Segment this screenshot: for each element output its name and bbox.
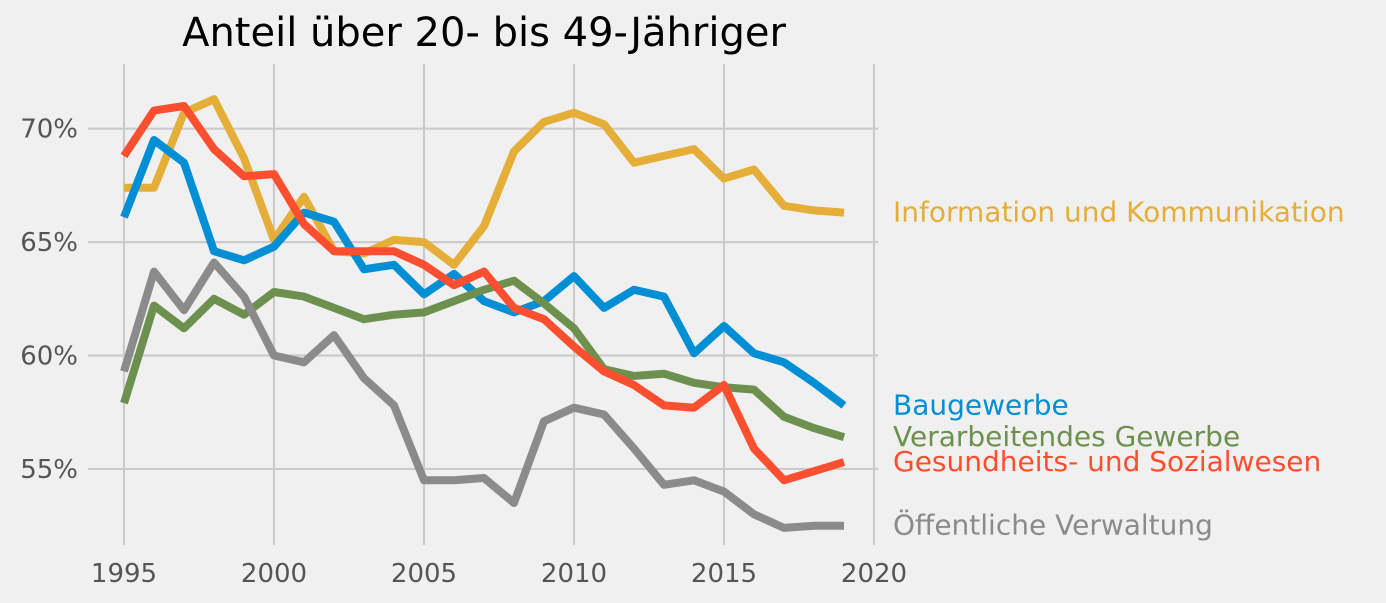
series-label-4: Öffentliche Verwaltung: [893, 508, 1213, 542]
grid: [88, 64, 878, 545]
series-line-1: [120, 136, 847, 409]
series-line-3: [120, 102, 846, 485]
y-tick-label: 55%: [20, 455, 78, 485]
x-tick-label: 2020: [841, 559, 907, 589]
x-tick-label: 2000: [241, 559, 307, 589]
series-line-0: [124, 95, 845, 269]
series-label-1: Baugewerbe: [893, 388, 1069, 421]
y-tick-label: 65%: [20, 228, 78, 258]
y-axis: 55% 60% 65% 70%: [20, 115, 78, 485]
x-tick-label: 2015: [691, 559, 757, 589]
chart-title: Anteil über 20- bis 49-Jähriger: [182, 10, 786, 56]
y-tick-label: 60%: [20, 342, 78, 372]
series-label-3: Gesundheits- und Sozialwesen: [893, 445, 1321, 478]
series-labels: Information und Kommunikation BaugewerbeV…: [893, 196, 1345, 542]
x-axis: 1995 2000 2005 2010 2015 2020: [91, 559, 907, 589]
series-label-0: Information und Kommunikation: [893, 196, 1345, 229]
series-label-2: Verarbeitendes Gewerbe: [893, 420, 1240, 453]
x-tick-label: 1995: [91, 559, 157, 589]
x-tick-label: 2010: [541, 559, 607, 589]
series-lines: [120, 95, 847, 532]
x-tick-label: 2005: [391, 559, 457, 589]
series-line-4: [120, 258, 844, 532]
y-tick-label: 70%: [20, 115, 78, 145]
